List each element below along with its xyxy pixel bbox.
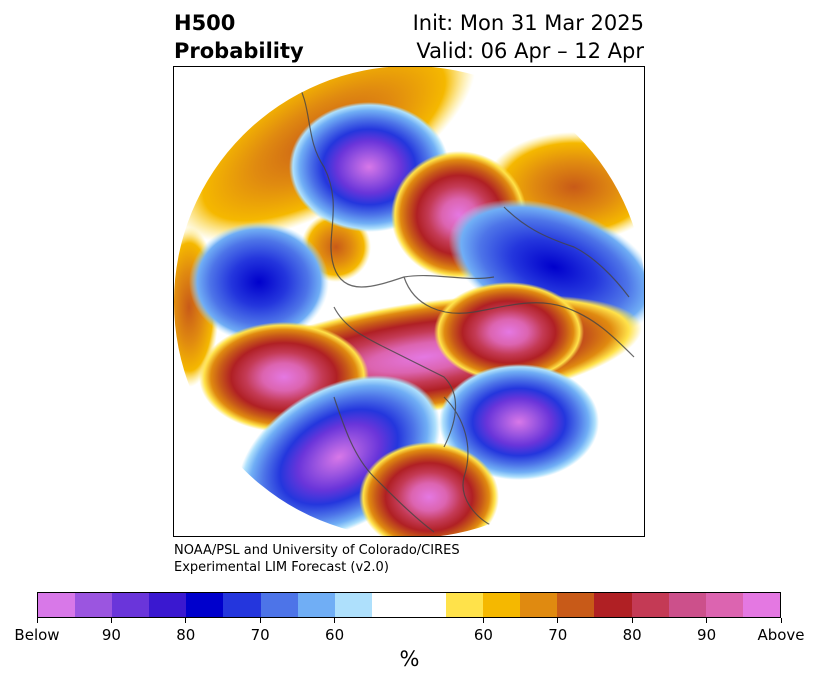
colorbar-segment [483,593,521,617]
colorbar-tick-mark [780,618,782,623]
colorbar-segment [668,593,706,617]
colorbar-segment [223,593,261,617]
valid-range: Valid: 06 Apr – 12 Apr [416,39,644,63]
colorbar-tick-mark [185,618,187,623]
title-metric: Probability [174,39,304,63]
colorbar-tick-label: 90 [101,626,121,644]
title-variable: H500 [174,11,236,35]
colorbar-tick-label: 90 [697,626,717,644]
colorbar-segment [371,593,409,617]
colorbar-tick-mark [631,618,633,623]
colorbar-segment [705,593,743,617]
credit-line2: Experimental LIM Forecast (v2.0) [174,560,389,575]
colorbar-segment [631,593,669,617]
colorbar-tick-mark [557,618,559,623]
map-canvas [174,67,644,536]
colorbar-segment [260,593,298,617]
colorbar-segment [594,593,632,617]
colorbar-tick-mark [334,618,336,623]
colorbar-tick-mark [482,618,484,623]
colorbar-tick-label: 60 [473,626,493,644]
colorbar-segment [297,593,335,617]
colorbar-unit: % [399,647,420,671]
probability-map [173,66,645,537]
colorbar-segment [149,593,187,617]
colorbar-tick-label: Above [757,626,805,644]
colorbar-tick-label: Below [14,626,60,644]
colorbar-tick-label: 60 [325,626,345,644]
colorbar-tick-mark [110,618,112,623]
colorbar-segment [112,593,150,617]
colorbar-tick-mark [36,618,38,623]
credit-line1: NOAA/PSL and University of Colorado/CIRE… [174,543,460,558]
title-right: Init: Mon 31 Mar 2025 Valid: 06 Apr – 12… [413,9,644,65]
credit: NOAA/PSL and University of Colorado/CIRE… [174,542,460,576]
colorbar-segment [446,593,484,617]
colorbar-segment [408,593,447,617]
colorbar-tick-label: 80 [622,626,642,644]
colorbar [37,592,781,618]
colorbar-tick-label: 80 [176,626,196,644]
colorbar-segment [186,593,224,617]
colorbar-segment [334,593,372,617]
colorbar-tick-mark [706,618,708,623]
colorbar-tick-label: 70 [548,626,568,644]
colorbar-tick-mark [259,618,261,623]
colorbar-segment [742,593,780,617]
colorbar-tick-label: 70 [250,626,270,644]
colorbar-segment [38,593,76,617]
colorbar-segment [520,593,558,617]
title-left: H500 Probability [174,9,304,65]
init-date: Init: Mon 31 Mar 2025 [412,11,644,35]
colorbar-segment [557,593,595,617]
colorbar-segment [75,593,113,617]
